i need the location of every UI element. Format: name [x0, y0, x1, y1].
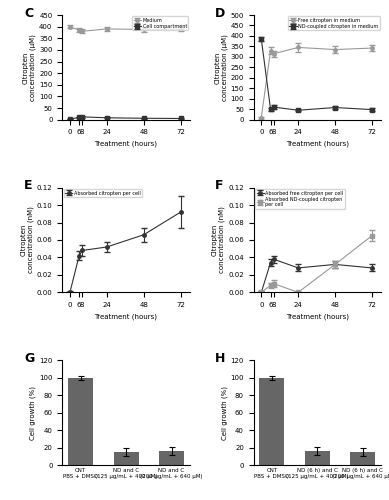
- Legend: Absorbed citropten per cell: Absorbed citropten per cell: [64, 189, 142, 197]
- Bar: [68, 378, 93, 465]
- Bar: [259, 378, 284, 465]
- X-axis label: Treatment (hours): Treatment (hours): [95, 141, 158, 148]
- Y-axis label: Cell growth (%): Cell growth (%): [30, 386, 36, 440]
- Text: H: H: [216, 352, 226, 365]
- Bar: [159, 451, 184, 465]
- Y-axis label: Citropten
concentration (nM): Citropten concentration (nM): [21, 206, 34, 274]
- Y-axis label: Citropten
concentration (μM): Citropten concentration (μM): [214, 34, 228, 101]
- Text: F: F: [216, 180, 224, 192]
- X-axis label: Treatment (hours): Treatment (hours): [286, 141, 349, 148]
- Bar: [305, 451, 330, 465]
- Y-axis label: Cell growth (%): Cell growth (%): [221, 386, 228, 440]
- X-axis label: Treatment (hours): Treatment (hours): [286, 314, 349, 320]
- Text: G: G: [24, 352, 34, 365]
- Bar: [350, 452, 375, 465]
- Bar: [114, 452, 138, 465]
- Legend: Medium, Cell compartment: Medium, Cell compartment: [132, 16, 188, 30]
- Legend: Absorbed free citropten per cell, Absorbed ND-coupled citropten
per cell: Absorbed free citropten per cell, Absorb…: [255, 189, 345, 209]
- X-axis label: Treatment (hours): Treatment (hours): [95, 314, 158, 320]
- Y-axis label: Citropten
concentration (nM): Citropten concentration (nM): [212, 206, 225, 274]
- Legend: Free citropten in medium, ND-coupled citropten in medium: Free citropten in medium, ND-coupled cit…: [288, 16, 380, 30]
- Text: E: E: [24, 180, 32, 192]
- Y-axis label: Citropten
concentration (μM): Citropten concentration (μM): [23, 34, 36, 101]
- Text: C: C: [24, 6, 33, 20]
- Text: D: D: [216, 6, 226, 20]
